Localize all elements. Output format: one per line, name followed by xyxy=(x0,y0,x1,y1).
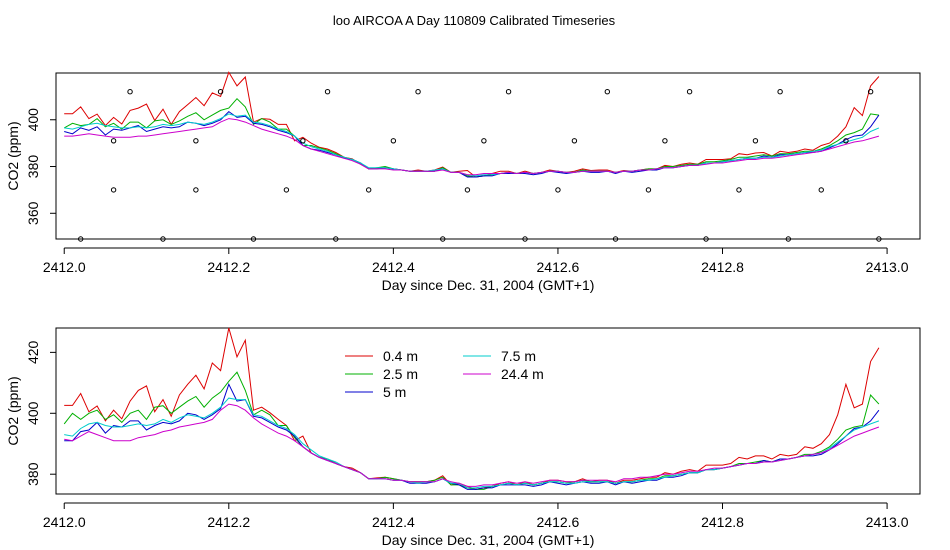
bottom-y-axis-label: CO2 (ppm) xyxy=(5,376,21,445)
legend-label: 0.4 m xyxy=(383,348,418,364)
marker-point xyxy=(818,187,824,193)
bottom-series-group xyxy=(63,327,880,490)
legend-label: 5 m xyxy=(383,384,406,400)
series-line-green xyxy=(63,371,880,490)
marker-point xyxy=(522,236,528,242)
top-panel: 2412.0 2412.2 2412.4 2412.6 2412.8 2413.0 360… xyxy=(5,71,921,293)
bottom-x-axis-label: Day since Dec. 31, 2004 (GMT+1) xyxy=(382,532,595,548)
x-tick-label: 2412.0 xyxy=(43,514,86,530)
marker-point xyxy=(217,89,224,95)
marker-point xyxy=(876,236,882,242)
series-line-magenta xyxy=(64,403,880,487)
marker-point xyxy=(703,236,709,242)
x-tick-label: 2413.0 xyxy=(866,514,909,530)
x-tick-label: 2412.8 xyxy=(701,514,744,530)
marker-point xyxy=(300,138,306,144)
top-x-axis: 2412.0 2412.2 2412.4 2412.6 2412.8 2413.0 xyxy=(43,247,909,275)
top-x-axis-label: Day since Dec. 31, 2004 (GMT+1) xyxy=(382,277,595,293)
top-marker-group xyxy=(77,89,882,242)
marker-point xyxy=(867,89,874,95)
top-y-axis-label: CO2 (ppm) xyxy=(5,121,21,190)
marker-point xyxy=(464,187,471,193)
marker-point xyxy=(283,187,290,193)
x-tick-label: 2412.2 xyxy=(207,259,250,275)
x-tick-label: 2413.0 xyxy=(866,259,909,275)
y-tick-label: 380 xyxy=(25,155,41,179)
marker-point xyxy=(110,138,117,144)
chart-title: loo AIRCOA A Day 110809 Calibrated Times… xyxy=(333,13,616,28)
series-line-red xyxy=(64,327,880,490)
marker-point xyxy=(193,187,199,193)
series-line-blue xyxy=(64,382,880,490)
marker-point xyxy=(645,187,652,193)
x-tick-label: 2412.0 xyxy=(43,259,86,275)
marker-point xyxy=(390,138,397,144)
bottom-panel: 2412.0 2412.2 2412.4 2412.6 2412.8 2413.0 380… xyxy=(5,327,921,548)
x-tick-label: 2412.4 xyxy=(372,514,415,530)
marker-point xyxy=(127,89,133,95)
bottom-plot-frame xyxy=(55,327,921,495)
marker-point xyxy=(333,236,339,242)
x-tick-label: 2412.2 xyxy=(207,514,250,530)
marker-point xyxy=(752,138,759,144)
marker-point xyxy=(250,236,257,242)
marker-point xyxy=(324,89,331,95)
y-tick-label: 420 xyxy=(25,340,41,364)
marker-point xyxy=(785,236,792,242)
x-tick-label: 2412.8 xyxy=(701,259,744,275)
top-series-group xyxy=(63,71,880,178)
series-line-magenta xyxy=(64,118,880,176)
legend: 0.4 m 2.5 m 5 m 7.5 m 24.4 m xyxy=(345,348,544,400)
legend-label: 7.5 m xyxy=(501,348,536,364)
legend-label: 2.5 m xyxy=(383,366,418,382)
marker-point xyxy=(777,89,783,95)
series-line-blue xyxy=(64,110,880,178)
marker-point xyxy=(604,89,611,95)
marker-point xyxy=(555,187,561,193)
marker-point xyxy=(662,138,668,144)
x-tick-label: 2412.6 xyxy=(537,259,580,275)
series-line-red xyxy=(64,71,880,178)
legend-label: 24.4 m xyxy=(501,366,544,382)
top-y-axis: 360 380 400 xyxy=(25,108,57,225)
marker-point xyxy=(193,138,199,144)
series-line-cyan xyxy=(64,113,880,177)
marker-point xyxy=(843,138,849,144)
marker-point xyxy=(110,187,117,193)
series-line-green xyxy=(63,97,879,178)
y-tick-label: 400 xyxy=(25,401,41,425)
y-tick-label: 380 xyxy=(25,462,41,486)
marker-point xyxy=(365,187,372,193)
y-tick-label: 360 xyxy=(25,201,41,225)
y-tick-label: 400 xyxy=(25,108,41,132)
marker-point xyxy=(440,236,446,242)
bottom-x-axis: 2412.0 2412.2 2412.4 2412.6 2412.8 2413.0 xyxy=(43,502,909,530)
marker-point xyxy=(481,138,487,144)
x-tick-label: 2412.4 xyxy=(372,259,415,275)
marker-point xyxy=(571,138,578,144)
marker-point xyxy=(505,89,512,95)
x-tick-label: 2412.6 xyxy=(537,514,580,530)
marker-point xyxy=(415,89,421,95)
bottom-y-axis: 380 400 420 xyxy=(25,340,57,486)
series-line-cyan xyxy=(64,397,880,489)
marker-point xyxy=(686,89,693,95)
marker-point xyxy=(612,236,619,242)
marker-point xyxy=(160,236,166,242)
marker-point xyxy=(736,187,742,193)
marker-point xyxy=(77,236,84,242)
